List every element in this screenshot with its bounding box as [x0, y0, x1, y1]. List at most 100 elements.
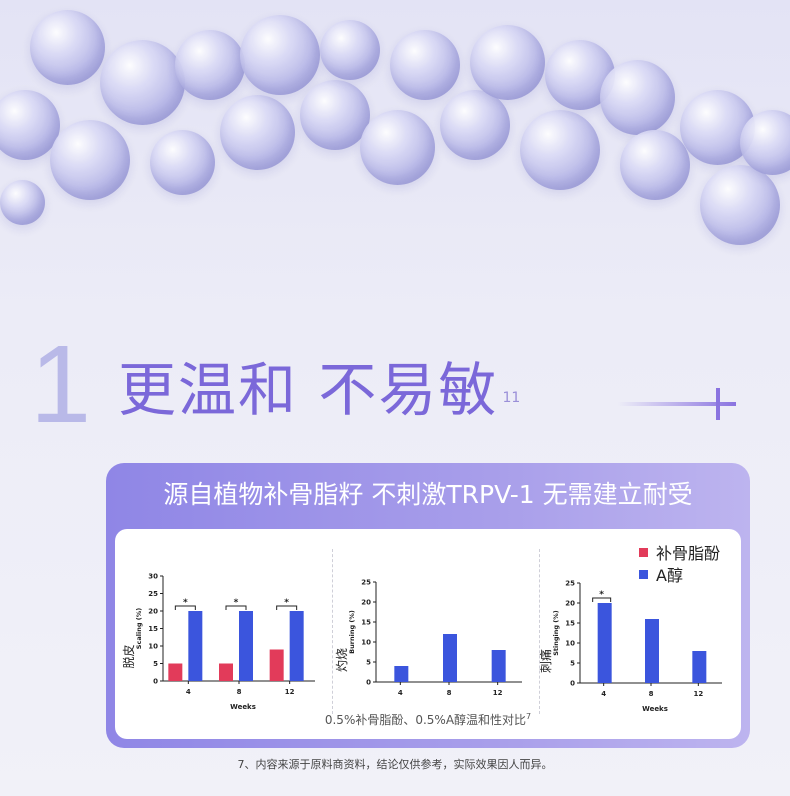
panel-title: 源自植物补骨脂籽 不刺激TRPV-1 无需建立耐受	[163, 480, 693, 509]
y-tick-label: 30	[148, 573, 158, 581]
y-tick-label: 0	[570, 680, 575, 688]
bubble	[0, 180, 45, 225]
burning-chart: 0 5 10 15 20 25 Burning (%)灼烧 4 8 12	[334, 579, 522, 697]
bar	[269, 649, 284, 681]
x-tick-label: 4	[186, 688, 191, 696]
y-tick-label: 5	[366, 659, 371, 667]
bubble	[600, 60, 675, 135]
significance-bracket	[276, 605, 298, 610]
headline: 更温和 不易敏 11	[118, 355, 520, 425]
x-tick-label: 8	[237, 688, 242, 696]
bubble	[0, 90, 60, 160]
y-tick-label: 20	[148, 608, 158, 616]
comparison-panel: 源自植物补骨脂籽 不刺激TRPV-1 无需建立耐受 0 5 10 15 20 25 30 Sc…	[106, 463, 750, 748]
legend: 补骨脂酚 A醇	[639, 541, 720, 585]
y-tick-label: 25	[148, 590, 158, 598]
bar	[168, 663, 183, 681]
y-tick-label: 15	[565, 620, 575, 628]
chart-divider	[539, 549, 540, 714]
bar	[645, 619, 659, 683]
bar	[692, 651, 707, 683]
y-tick-label: 10	[361, 639, 371, 647]
decorative-tick	[716, 388, 720, 420]
significance-marker: *	[284, 598, 289, 608]
bar	[239, 611, 253, 681]
bubble	[50, 120, 130, 200]
x-tick-label: 12	[693, 690, 703, 698]
x-tick-label: 4	[601, 690, 606, 698]
bar	[394, 666, 409, 682]
significance-marker: *	[234, 598, 239, 608]
legend-swatch-1	[639, 569, 648, 579]
x-tick-label: 12	[285, 688, 295, 696]
significance-bracket	[225, 605, 247, 610]
bar	[188, 611, 203, 681]
stinging-chart: 0 5 10 15 20 25 Stinging (%)刺痛 4 * 8 12 Weeks	[539, 580, 722, 711]
bar	[491, 650, 506, 682]
chart-divider	[332, 549, 333, 714]
significance-bracket	[592, 597, 612, 602]
y-tick-label: 15	[361, 619, 371, 627]
chart-caption: 0.5%补骨脂酚、0.5%A醇温和性对比7	[115, 711, 741, 728]
legend-label: 补骨脂酚	[656, 544, 721, 563]
legend-label: A醇	[656, 566, 683, 585]
legend-item: A醇	[639, 563, 720, 585]
bubble	[700, 165, 780, 245]
headline-text: 更温和 不易敏	[118, 356, 499, 424]
bubble	[740, 110, 790, 175]
decorative-line	[618, 402, 736, 406]
y-tick-label: 10	[148, 643, 158, 651]
bubble	[150, 130, 215, 195]
significance-bracket	[174, 605, 196, 610]
y-tick-label: 5	[153, 660, 158, 668]
bar	[443, 634, 457, 682]
x-axis-label: Weeks	[642, 705, 668, 711]
headline-superscript: 11	[502, 390, 521, 406]
y-axis-label: Scaling (%)	[135, 608, 143, 649]
chart-card: 0 5 10 15 20 25 30 Scaling (%) 脱皮 4 * 8 * 12 * Weeks 0 5…	[115, 529, 741, 739]
bubble	[320, 20, 380, 80]
y-tick-label: 10	[565, 640, 575, 648]
bubble	[30, 10, 105, 85]
x-tick-label: 4	[398, 689, 403, 697]
bubble	[300, 80, 370, 150]
bubble	[620, 130, 690, 200]
y-tick-label: 20	[565, 600, 575, 608]
bubble	[100, 40, 185, 125]
scaling-chart: 0 5 10 15 20 25 30 Scaling (%)脱皮 4 * 8 * 12 * Weeks	[121, 573, 315, 711]
bubble	[470, 25, 545, 100]
footnote: 7、内容来源于原料商资料，结论仅供参考，实际效果因人而异。	[237, 758, 553, 771]
y-axis-label: Stinging (%)	[552, 610, 560, 656]
y-tick-label: 25	[361, 579, 371, 587]
x-tick-label: 8	[447, 689, 452, 697]
section-number: 1	[30, 323, 92, 446]
y-tick-label: 15	[148, 625, 158, 633]
bubble	[520, 110, 600, 190]
x-tick-label: 8	[649, 690, 654, 698]
x-tick-label: 12	[493, 689, 503, 697]
bubble	[175, 30, 245, 100]
bubble	[360, 110, 435, 185]
y-axis-label-cn: 脱皮	[121, 644, 136, 668]
y-tick-label: 5	[570, 660, 575, 668]
y-axis-label: Burning (%)	[348, 610, 356, 654]
y-axis-label-cn: 刺痛	[539, 649, 553, 673]
y-axis-label-cn: 灼烧	[334, 648, 349, 672]
bubble	[240, 15, 320, 95]
bar	[219, 663, 233, 681]
bubble	[220, 95, 295, 170]
legend-swatch-0	[639, 547, 648, 557]
y-tick-label: 25	[565, 580, 575, 588]
bubble	[390, 30, 460, 100]
significance-marker: *	[183, 598, 188, 608]
caption-superscript: 7	[526, 712, 532, 721]
significance-marker: *	[599, 590, 604, 600]
bubble	[440, 90, 510, 160]
legend-item: 补骨脂酚	[639, 541, 720, 563]
caption-text: 0.5%补骨脂酚、0.5%A醇温和性对比	[324, 713, 527, 727]
bar	[597, 603, 612, 683]
x-axis-label: Weeks	[230, 703, 256, 711]
bubble-hero-image	[0, 0, 790, 330]
y-tick-label: 0	[366, 679, 371, 687]
bar	[289, 611, 304, 681]
